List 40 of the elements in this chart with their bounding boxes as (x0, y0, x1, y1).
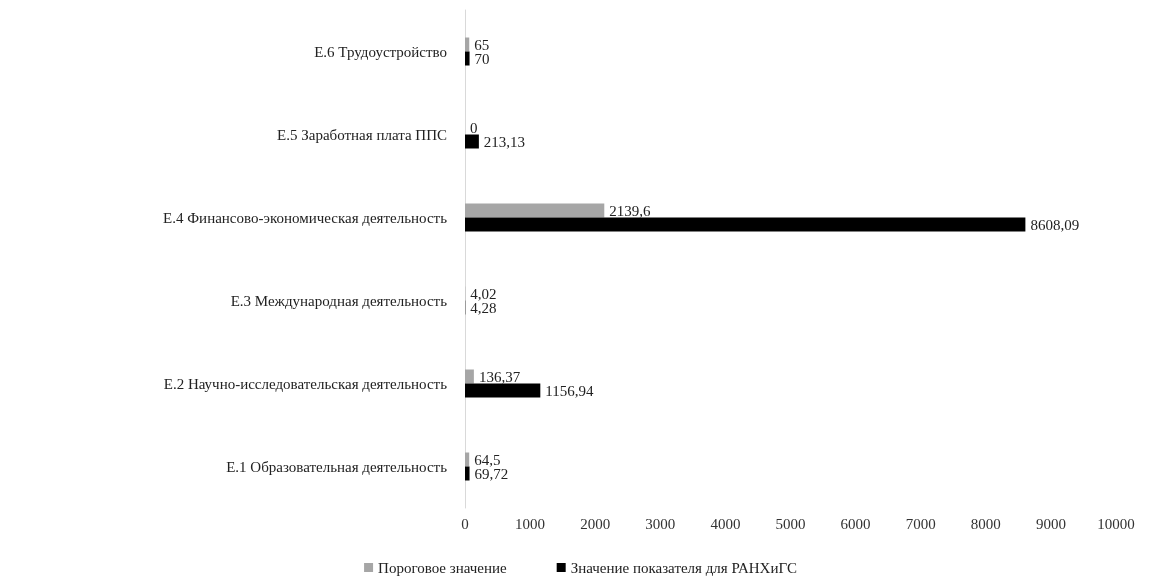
data-label: 4,02 (470, 285, 497, 302)
x-tick-label: 4000 (710, 515, 741, 532)
bar (465, 217, 1026, 232)
bar (465, 452, 470, 467)
x-tick-label: 5000 (775, 515, 806, 532)
x-tick-label: 3000 (645, 515, 676, 532)
y-tick-label: Е.4 Финансово-экономическая деятельность (163, 209, 448, 226)
y-tick-label: Е.2 Научно-исследовательская деятельность (163, 375, 448, 392)
bar (465, 37, 470, 52)
x-tick-label: 9000 (1035, 515, 1066, 532)
data-label: 136,37 (478, 368, 521, 385)
x-tick-label: 8000 (970, 515, 1001, 532)
x-tick-label: 10000 (1097, 515, 1135, 532)
y-tick-label: Е.3 Международная деятельность (230, 292, 448, 309)
bar (465, 383, 541, 398)
bar (465, 466, 470, 481)
data-label: 8608,09 (1030, 216, 1080, 233)
bar (465, 134, 479, 149)
data-label: 64,5 (474, 451, 501, 468)
data-label: 2139,6 (609, 202, 652, 219)
x-tick-label: 7000 (905, 515, 936, 532)
data-label: 0 (470, 119, 478, 136)
bar (465, 203, 605, 218)
x-tick-label: 6000 (840, 515, 871, 532)
x-tick-label: 0 (461, 515, 469, 532)
y-tick-label: Е.6 Трудоустройство (314, 43, 447, 60)
data-label: 4,28 (470, 299, 497, 316)
x-tick-label: 1000 (515, 515, 546, 532)
data-label: 65 (474, 36, 490, 53)
data-label: 70 (474, 50, 490, 67)
legend-label: Пороговое значение (378, 559, 508, 576)
data-label: 213,13 (483, 133, 526, 150)
data-label: 1156,94 (545, 382, 595, 399)
bar (465, 51, 470, 66)
y-tick-label: Е.5 Заработная плата ППС (277, 126, 447, 143)
x-tick-label: 2000 (580, 515, 611, 532)
bar (465, 369, 474, 384)
data-label: 69,72 (474, 465, 509, 482)
legend-label: Значение показателя для РАНХиГС (570, 559, 797, 576)
y-tick-label: Е.1 Образовательная деятельность (226, 458, 448, 475)
